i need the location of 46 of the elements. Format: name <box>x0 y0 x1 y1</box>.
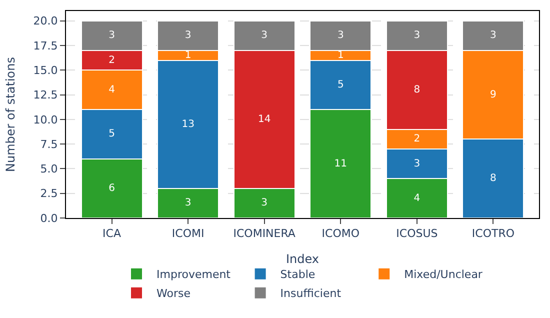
data-label: 8 <box>414 84 420 96</box>
data-label: 3 <box>261 198 268 209</box>
data-label: 2 <box>414 134 420 145</box>
x-tick-label: ICA <box>102 227 122 240</box>
data-label: 14 <box>258 114 271 125</box>
y-axis-title: Number of stations <box>4 57 18 172</box>
data-label: 9 <box>490 89 496 100</box>
y-tick-label: 12.5 <box>33 88 58 102</box>
x-tick-label: ICOSUS <box>396 227 438 240</box>
data-label: 1 <box>184 50 192 61</box>
data-label: 5 <box>108 128 115 140</box>
data-label: 3 <box>414 158 420 170</box>
data-label: 3 <box>490 30 496 42</box>
data-label: 13 <box>182 118 194 130</box>
data-label: 4 <box>108 84 115 96</box>
x-tick-label: ICOMO <box>322 227 360 240</box>
y-tick-label: 0.0 <box>40 212 58 225</box>
data-label: 8 <box>490 173 496 184</box>
data-label: 6 <box>108 182 115 194</box>
y-tick-label: 2.5 <box>40 187 58 200</box>
data-label: 3 <box>108 30 115 42</box>
data-label: 1 <box>337 50 344 61</box>
x-tick-label: ICOMI <box>172 227 204 240</box>
legend-label: Stable <box>280 268 316 282</box>
data-label: 5 <box>337 79 344 90</box>
x-tick-label: ICOTRO <box>472 227 515 240</box>
y-tick-label: 15.0 <box>33 64 58 77</box>
legend-label: Improvement <box>156 268 232 282</box>
x-tick-label: ICOMINERA <box>233 227 296 240</box>
y-tick-label: 20.0 <box>33 14 58 28</box>
y-tick-label: 17.5 <box>33 39 58 52</box>
data-label: 3 <box>414 30 420 42</box>
data-label: 3 <box>337 30 344 42</box>
y-tick-label: 10.0 <box>33 113 58 126</box>
x-axis-title: Index <box>286 252 320 266</box>
data-label: 4 <box>414 192 420 204</box>
legend-label: Worse <box>156 287 191 300</box>
legend-label: Insufficient <box>280 287 342 300</box>
data-label: 11 <box>334 158 348 170</box>
y-tick-label: 5.0 <box>40 162 58 176</box>
data-label: 2 <box>108 54 115 66</box>
y-tick-label: 7.5 <box>40 138 58 151</box>
data-label: 3 <box>261 30 268 42</box>
legend-label: Mixed/Unclear <box>404 268 483 282</box>
data-label: 3 <box>184 30 192 42</box>
data-label: 3 <box>184 198 192 209</box>
